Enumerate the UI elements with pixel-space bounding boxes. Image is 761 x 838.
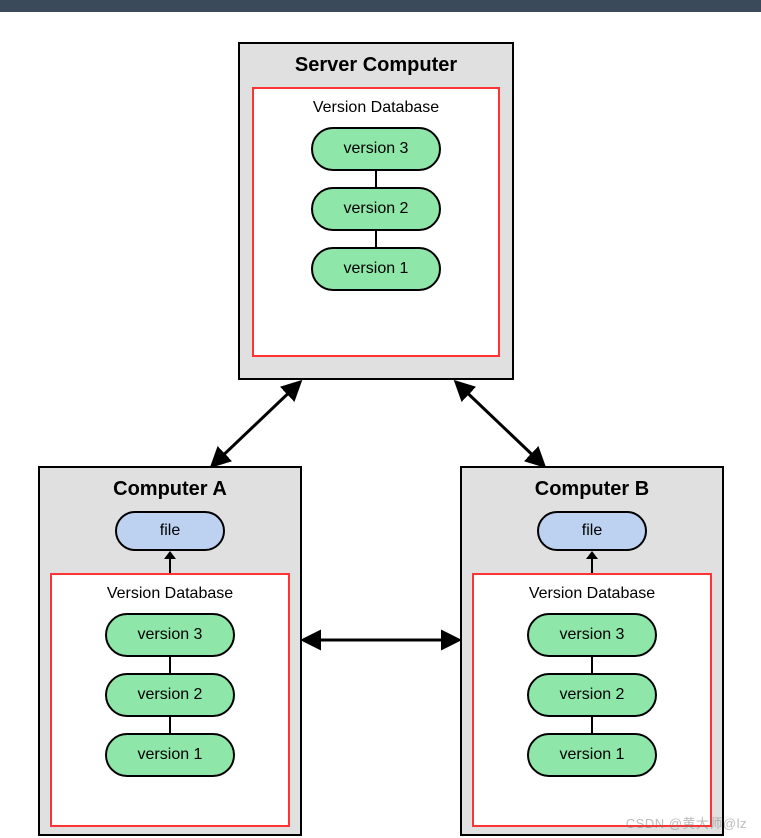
computer-a-file: file (115, 511, 225, 551)
arrow-up-icon (591, 559, 593, 573)
computer-a-db-label: Version Database (107, 585, 233, 603)
top-bar (0, 0, 761, 12)
computer-a-version-database: Version Database version 3 version 2 ver… (50, 573, 290, 827)
connector-line (169, 657, 171, 673)
computer-b-box: Computer B file Version Database version… (460, 466, 724, 836)
watermark-text: CSDN @黄大师@lz (626, 813, 747, 832)
computer-b-version-database: Version Database version 3 version 2 ver… (472, 573, 712, 827)
diagram-canvas: Server Computer Version Database version… (0, 12, 761, 838)
computer-b-title: Computer B (535, 478, 649, 501)
server-version-database: Version Database version 3 version 2 ver… (252, 87, 500, 357)
server-version-2: version 2 (311, 187, 441, 231)
connector-line (591, 657, 593, 673)
server-version-3: version 3 (311, 127, 441, 171)
server-version-1: version 1 (311, 247, 441, 291)
computer-b-version-1: version 1 (527, 733, 657, 777)
connector-line (375, 231, 377, 247)
connector-line (169, 717, 171, 733)
server-computer-box: Server Computer Version Database version… (238, 42, 514, 380)
computer-a-version-2: version 2 (105, 673, 235, 717)
computer-a-box: Computer A file Version Database version… (38, 466, 302, 836)
arrow-up-icon (169, 559, 171, 573)
computer-a-version-1: version 1 (105, 733, 235, 777)
computer-b-db-label: Version Database (529, 585, 655, 603)
computer-b-version-2: version 2 (527, 673, 657, 717)
computer-b-version-3: version 3 (527, 613, 657, 657)
computer-b-file: file (537, 511, 647, 551)
connector-line (375, 171, 377, 187)
server-title: Server Computer (295, 54, 457, 77)
server-db-label: Version Database (313, 99, 439, 117)
connector-line (591, 717, 593, 733)
computer-a-title: Computer A (113, 478, 227, 501)
computer-a-version-3: version 3 (105, 613, 235, 657)
